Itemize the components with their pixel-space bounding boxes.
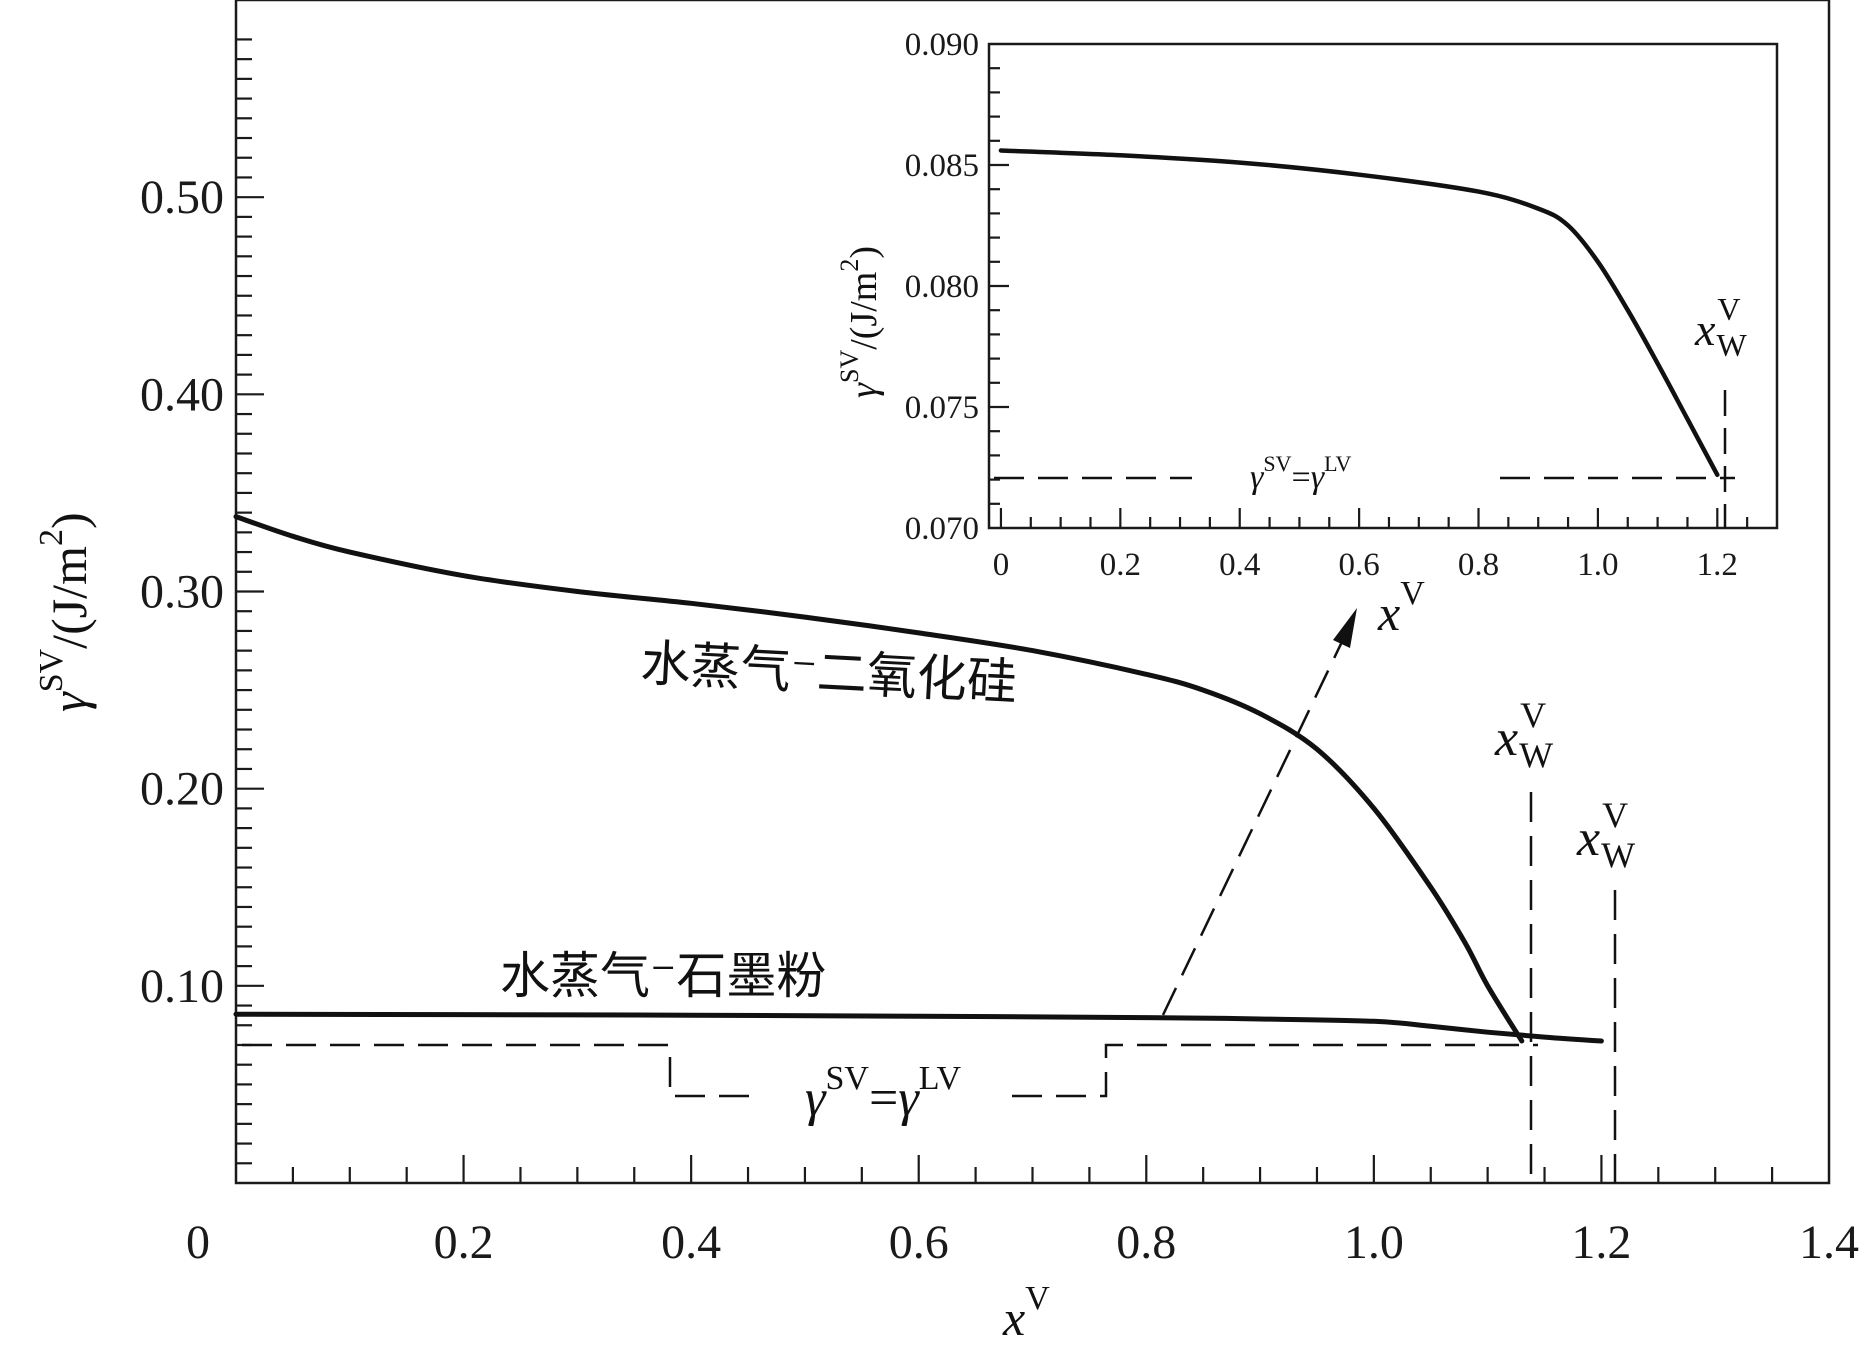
inset-x-tick-label: 0.8 [1458,547,1499,583]
inset-y-tick-labels: 0.070 0.075 0.080 0.085 0.090 [905,27,979,547]
inset-y-axis-label: γSV/(J/m2) [835,246,885,398]
main-reference-line [242,1043,1538,1098]
main-y-tick-label: 0.10 [140,960,224,1013]
main-x-axis-label: xV [1002,1280,1050,1346]
inset-x-tick-label: 0.6 [1338,547,1379,583]
main-x-ticks [291,1155,1774,1183]
inset-y-tick-label: 0.085 [905,148,979,184]
inset-x-tick-label: 0 [993,547,1010,583]
inset-x-tick-labels: 0 0.2 0.4 0.6 0.8 1.0 1.2 [993,547,1738,583]
inset-series-line-graphite [998,148,1720,478]
series-label-silica: 水蒸气⁻二氧化硅 [639,634,1018,712]
main-y-tick-label: 0.20 [140,763,224,816]
inset-y-tick-label: 0.080 [905,269,979,305]
marker-label-xw-silica: xV W [1494,695,1553,775]
main-reference-label: γSV=γLV [805,1060,961,1127]
inset-y-tick-label: 0.090 [905,27,979,63]
inset-x-tick-label: 0.2 [1100,547,1141,583]
series-line-silica [233,514,1525,1044]
inset-x-axis-label: xV [1377,575,1425,641]
main-x-tick-label: 1.2 [1571,1216,1631,1269]
main-chart: 0.100.200.300.400.50 0 0.2 0.4 0.6 0.8 1.0 1.2… [33,0,1859,1346]
main-x-tick-label: 1.0 [1344,1216,1404,1269]
main-x-tick-label: 0.2 [434,1216,494,1269]
main-x-tick-labels: 0 0.2 0.4 0.6 0.8 1.0 1.2 1.4 [186,1216,1859,1269]
inset-y-tick-label: 0.075 [905,390,979,426]
inset-pointer-arrow [1161,624,1352,1016]
inset-x-tick-label: 1.0 [1577,547,1618,583]
inset-y-ticks [989,67,1009,505]
inset-chart: 0.070 0.075 0.080 0.085 0.090 0 0.2 0.4 0.6 0.8 1… [835,27,1779,641]
main-y-tick-label: 0.30 [140,566,224,619]
main-x-tick-label: 0.8 [1116,1216,1176,1269]
marker-label-xw-graphite: xV W [1576,795,1635,875]
main-x-tick-label: 0.6 [889,1216,949,1269]
main-y-tick-labels: 0.10 0.20 0.30 0.40 0.50 [140,171,224,1013]
series-label-graphite: 水蒸气⁻石墨粉 [500,947,826,1005]
main-x-tick-label: 1.4 [1799,1216,1859,1269]
main-y-tick-label: 0.50 [140,171,224,224]
inset-x-ticks [999,508,1749,528]
main-y-tick-label: 0.40 [140,368,224,421]
main-y-axis-label: γSV/(J/m2) [33,512,97,712]
inset-x-tick-label: 1.2 [1697,547,1738,583]
series-line-graphite [233,1011,1604,1044]
main-x-tick-label: 0.4 [661,1216,721,1269]
inset-marker-label-xw: xV W [1694,291,1748,363]
main-x-tick-label: 0 [186,1216,210,1269]
inset-y-tick-label: 0.070 [905,511,979,547]
inset-pointer-arrowhead [1333,608,1357,648]
inset-reference-label: γSV=γLV [1250,451,1352,496]
main-y-ticks [236,38,264,1165]
inset-x-tick-label: 0.4 [1219,547,1260,583]
